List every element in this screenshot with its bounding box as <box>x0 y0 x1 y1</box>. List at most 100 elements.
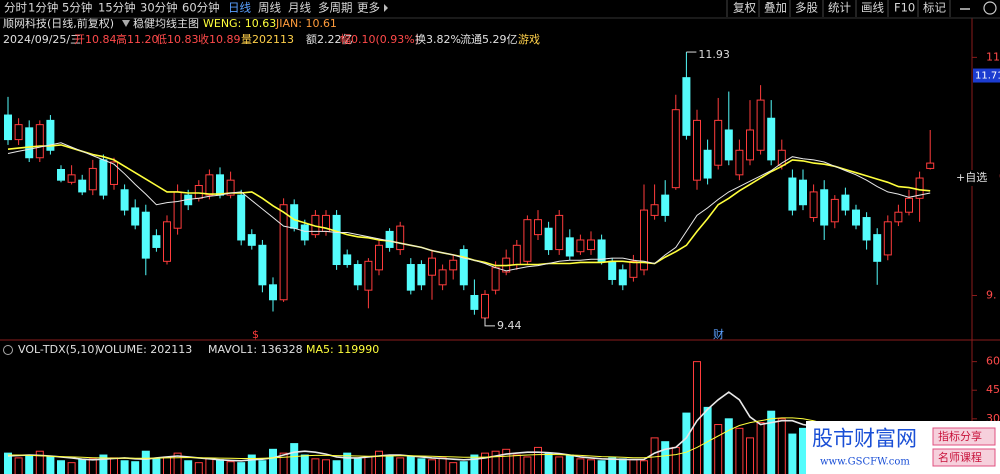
candle-body <box>703 149 712 179</box>
volume-bar <box>46 456 55 474</box>
indicator-line <box>7 142 931 272</box>
candle-body <box>587 239 595 251</box>
watermark-tag: 指标分享 <box>938 429 982 443</box>
indicator-menu-icon[interactable] <box>122 20 130 27</box>
tool-button[interactable]: 画线 <box>861 1 884 15</box>
period-tab[interactable]: 分时 <box>4 1 27 15</box>
quote-change: 幅0.10(0.93%) <box>340 33 419 46</box>
candle-body <box>120 189 129 211</box>
volume-bar <box>35 450 44 474</box>
volume-bar <box>131 461 140 474</box>
volume-title: VOL-TDX(5,10) <box>18 343 99 356</box>
period-tab-active[interactable]: 日线 <box>228 1 251 15</box>
volume-bar <box>587 459 595 474</box>
quote-high: 高11.20 <box>116 32 159 46</box>
tool-button[interactable]: 统计 <box>828 1 851 15</box>
period-tab[interactable]: 15分钟 <box>98 1 136 15</box>
volume-bar <box>523 456 532 474</box>
legend-weng: WENG: 10.63 <box>203 17 276 30</box>
candle-body <box>449 259 458 271</box>
volume-bar <box>300 454 309 474</box>
volume-bar <box>608 457 617 474</box>
candle-body <box>650 204 659 216</box>
candle-body <box>375 244 383 271</box>
candle-body <box>269 284 277 301</box>
finance-event[interactable]: 财 <box>713 327 724 341</box>
period-tab[interactable]: 30分钟 <box>140 1 178 15</box>
candle-body <box>290 204 299 229</box>
tool-button[interactable]: 标记 <box>923 1 946 15</box>
volume-bar <box>152 458 161 474</box>
tool-button[interactable]: 叠加 <box>764 1 787 15</box>
stock-name: 顺网科技(日线,前复权) <box>3 16 114 30</box>
candle-body <box>724 129 733 161</box>
volume-bar <box>502 448 511 474</box>
candle-body <box>459 249 468 286</box>
volume-bar <box>194 462 203 474</box>
period-tab[interactable]: 5分钟 <box>62 1 92 15</box>
candle-body <box>523 219 532 262</box>
period-tab[interactable]: 1分钟 <box>28 1 58 15</box>
volume-bar <box>163 456 171 474</box>
volume-bar <box>746 437 754 474</box>
candle-body <box>544 227 553 251</box>
tool-button[interactable]: 复权 <box>733 1 756 15</box>
candle-body <box>618 269 627 286</box>
candle-body <box>67 174 76 183</box>
dividend-event[interactable]: $ <box>252 328 259 341</box>
period-tab[interactable]: 月线 <box>288 1 311 15</box>
candle-body <box>470 294 479 310</box>
volume-bar <box>640 460 648 474</box>
volume-bar <box>470 454 479 474</box>
panel-menu-icon[interactable] <box>3 345 13 355</box>
legend-ma5: MA5: 119990 <box>306 343 379 356</box>
legend-volume: VOLUME: 202113 <box>97 343 192 356</box>
candle-body <box>247 234 256 246</box>
candle-body <box>661 194 670 216</box>
quote-date: 2024/09/25/三 <box>3 33 81 46</box>
volume-bar <box>78 459 87 474</box>
candle-body <box>194 185 203 199</box>
volume-bar <box>682 412 691 474</box>
candle-body <box>830 198 839 223</box>
volume-bar <box>671 446 680 474</box>
indicator-line <box>8 417 931 459</box>
y-tick-label: 450 <box>986 383 1000 396</box>
volume-bar <box>512 454 521 474</box>
volume-bar <box>290 443 299 474</box>
quote-sector: 游戏 <box>518 33 540 46</box>
candle-body <box>131 207 140 226</box>
candle-body <box>883 221 892 256</box>
candle-body <box>491 267 500 291</box>
quote-turnover: 换3.82% <box>415 32 461 46</box>
legend-mavol1: MAVOL1: 136328 <box>208 343 303 356</box>
volume-bar <box>597 460 606 474</box>
period-tab[interactable]: 多周期 <box>318 1 353 15</box>
volume-bar <box>353 458 362 474</box>
tool-button[interactable]: F10 <box>894 1 915 15</box>
volume-bar <box>364 456 373 474</box>
volume-bar <box>661 441 670 474</box>
candle-body <box>152 235 161 248</box>
candle-body <box>820 189 829 226</box>
volume-bar <box>216 459 224 474</box>
period-tab[interactable]: 周线 <box>258 1 281 15</box>
period-tab[interactable]: 60分钟 <box>182 1 220 15</box>
settings-icon[interactable] <box>983 1 997 15</box>
candle-body <box>353 264 362 286</box>
quote-close: 收10.89 <box>198 32 241 46</box>
volume-bar <box>481 452 489 474</box>
watch-button[interactable]: +自选 <box>956 171 987 184</box>
tool-button[interactable]: 多股 <box>795 1 818 15</box>
period-tab[interactable]: 更多 <box>357 1 380 15</box>
volume-bar <box>279 452 288 474</box>
volume-bar <box>417 458 426 474</box>
candle-body <box>841 194 850 211</box>
volume-bar <box>67 462 76 474</box>
candle-body <box>894 211 903 223</box>
candle-body <box>279 204 288 301</box>
candle-body <box>14 124 23 141</box>
candle-body <box>88 167 97 191</box>
watch-button-bg <box>953 170 999 186</box>
